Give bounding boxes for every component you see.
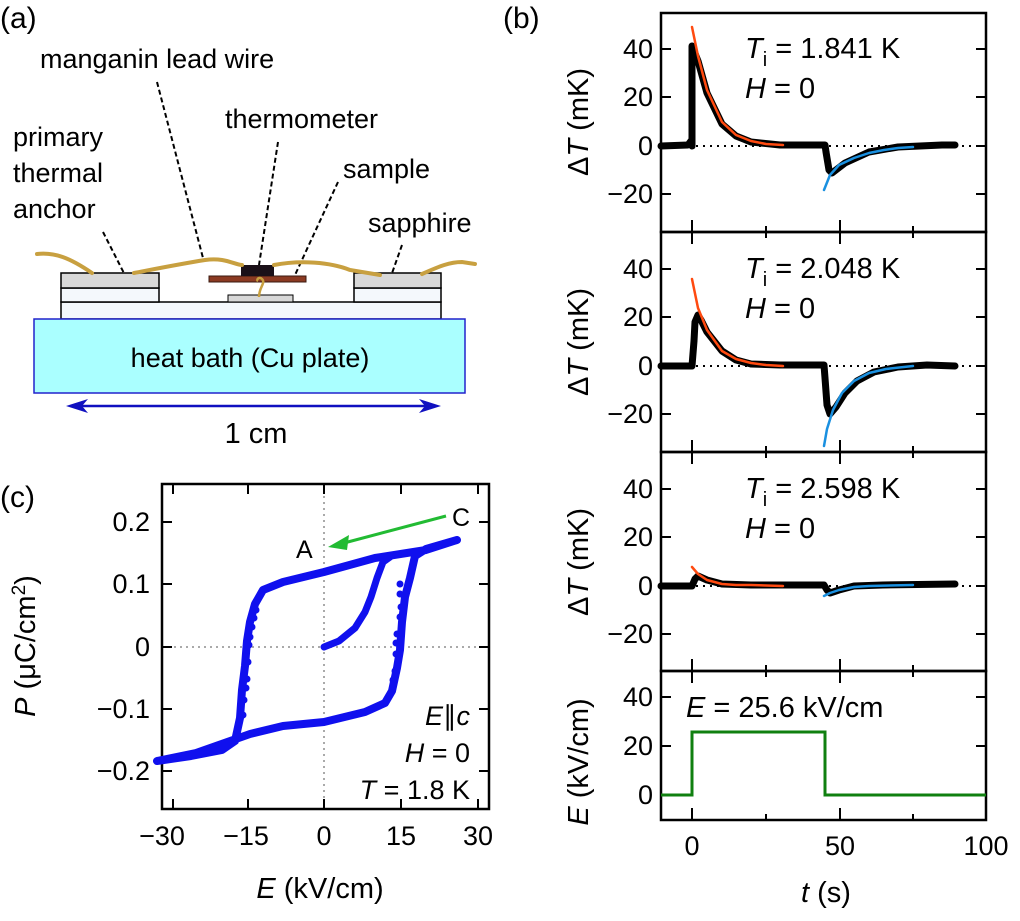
svg-text:30: 30: [463, 821, 493, 851]
ylabel-b4: E (kV/cm): [563, 698, 595, 825]
svg-text:H = 0: H = 0: [745, 293, 815, 325]
sapphire-base: [60, 301, 442, 320]
manganin-wires: [35, 251, 477, 277]
panel-label-b: (b): [503, 2, 540, 35]
point-a-label: A: [296, 536, 313, 564]
svg-text:−20: −20: [607, 179, 653, 209]
ylabel-b1: ΔT (mK): [563, 68, 595, 176]
svg-text:20: 20: [623, 302, 653, 332]
svg-text:Ti = 2.048 K: Ti = 2.048 K: [745, 253, 901, 291]
svg-text:20: 20: [623, 82, 653, 112]
svg-text:100: 100: [963, 831, 1008, 861]
point-c-label: C: [452, 504, 470, 532]
label-anchor-line2: thermal: [13, 158, 103, 188]
thermometer-lead: [256, 276, 265, 298]
right-sapphire-block: [353, 287, 442, 303]
svg-text:H = 0: H = 0: [405, 738, 470, 768]
svg-text:Ti = 1.841 K: Ti = 1.841 K: [745, 33, 901, 71]
panel-label-c: (c): [0, 481, 35, 514]
svg-text:20: 20: [623, 522, 653, 552]
label-sample: sample: [343, 154, 430, 184]
svg-text:0: 0: [638, 351, 653, 381]
scale-arrow-icon: [66, 399, 441, 413]
svg-text:15: 15: [386, 821, 416, 851]
svg-text:0: 0: [684, 831, 699, 861]
svg-text:40: 40: [623, 682, 653, 712]
svg-text:40: 40: [623, 34, 653, 64]
svg-text:20: 20: [623, 731, 653, 761]
left-thermal-anchor: [60, 272, 160, 289]
svg-text:Ti = 2.598 K: Ti = 2.598 K: [745, 473, 901, 511]
panel-c-ytick-labels: 0.2 0.1 0 −0.1 −0.2: [97, 507, 150, 786]
svg-text:H = 0: H = 0: [745, 73, 815, 105]
svg-text:0: 0: [638, 780, 653, 810]
label-sapphire: sapphire: [368, 208, 472, 238]
traces-b3: [657, 565, 959, 598]
right-thermal-anchor: [353, 272, 442, 289]
panel-b-yticks: [661, 48, 986, 796]
a-c-arrow-icon: [328, 514, 447, 550]
panel-c-xtick-labels: −30 −15 0 15 30: [139, 821, 493, 851]
svg-text:−0.2: −0.2: [97, 756, 150, 786]
svg-text:0: 0: [638, 571, 653, 601]
traces-b2: [657, 277, 959, 448]
panel-b-ytick-labels: 40 20 0 −20 40 20 0 −20 40 20 0 −20 40 2…: [607, 34, 653, 810]
svg-text:40: 40: [623, 254, 653, 284]
e-field-pulse: [661, 730, 986, 797]
panel-c-ylabel: P (μC/cm2): [9, 575, 42, 717]
label-lead-wire: manganin lead wire: [40, 44, 274, 74]
svg-text:0.2: 0.2: [112, 507, 150, 537]
panel-b-annotations: Ti = 1.841 K H = 0 Ti = 2.048 K H = 0 Ti…: [686, 33, 901, 724]
hysteresis-loop: [153, 536, 461, 765]
heat-bath: [33, 318, 466, 394]
svg-text:−0.1: −0.1: [97, 694, 150, 724]
label-anchor-line3: anchor: [13, 194, 96, 224]
label-heat-bath: heat bath (Cu plate): [131, 343, 370, 373]
svg-text:−15: −15: [223, 821, 269, 851]
panel-b-timeseries: (b): [503, 2, 1009, 909]
svg-text:−30: −30: [139, 821, 185, 851]
svg-text:40: 40: [623, 474, 653, 504]
panel-b-xticks: [691, 220, 914, 820]
svg-text:T = 1.8 K: T = 1.8 K: [360, 775, 470, 805]
panel-b-xlabel: t (s): [801, 877, 851, 909]
panel-c-ticks: [162, 484, 489, 809]
svg-text:H = 0: H = 0: [745, 513, 815, 545]
svg-text:50: 50: [825, 831, 855, 861]
thermometer-block: [241, 265, 274, 276]
hysteresis-dots: [239, 580, 405, 719]
panel-b-xtick-labels: 0 50 100: [684, 831, 1008, 861]
svg-text:0: 0: [316, 821, 331, 851]
svg-text:E = 25.6 kV/cm: E = 25.6 kV/cm: [686, 692, 883, 724]
panel-c-hysteresis: (c) 0.2 0.1 0 −0.1 −0.2 −30 −15 0 15 30: [0, 481, 493, 905]
svg-text:E∥c: E∥c: [425, 701, 471, 731]
panel-a-diagram: (a) manganin lead wire thermometer sampl…: [0, 2, 477, 450]
panel-c-conditions: E∥c H = 0 T = 1.8 K: [360, 701, 471, 805]
left-sapphire-block: [60, 287, 160, 303]
center-pad: [227, 294, 294, 303]
label-scale: 1 cm: [225, 418, 288, 450]
panel-label-a: (a): [0, 2, 37, 35]
svg-text:0: 0: [135, 632, 150, 662]
traces-b1: [657, 25, 959, 192]
label-thermometer: thermometer: [225, 104, 378, 134]
label-anchor-line1: primary: [13, 122, 104, 152]
svg-text:−20: −20: [607, 399, 653, 429]
svg-text:−20: −20: [607, 619, 653, 649]
ylabel-b2: ΔT (mK): [563, 288, 595, 396]
svg-text:0: 0: [638, 131, 653, 161]
svg-text:0.1: 0.1: [112, 569, 150, 599]
ylabel-b3: ΔT (mK): [563, 508, 595, 616]
panel-c-xlabel: E (kV/cm): [256, 873, 383, 905]
